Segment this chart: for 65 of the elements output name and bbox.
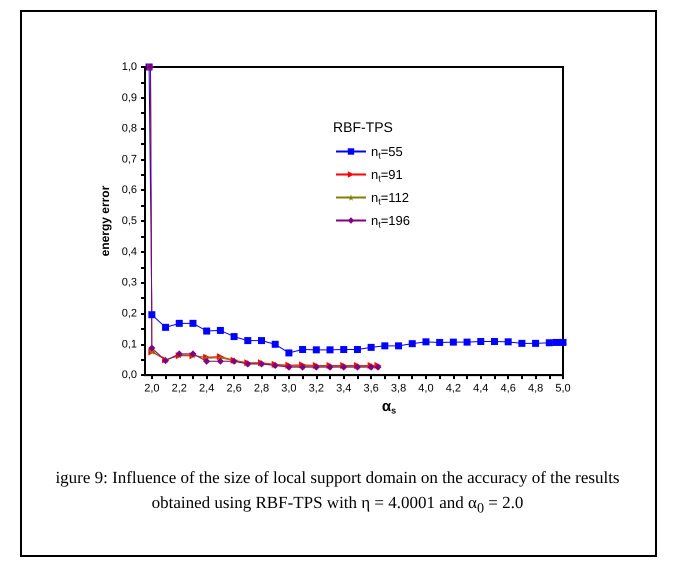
x-tick-label: 2,6 [226,382,242,395]
point [560,338,566,346]
x-tick-label: 3,6 [363,382,379,395]
point [368,344,375,351]
x-tick-label: 3,8 [390,382,406,395]
point [436,338,444,346]
point [230,333,238,340]
y-tick-label: 0,4 [122,246,137,258]
point [216,358,224,365]
text: igure 9: Influence of the size of local support domain on the accuracy of the results obtained using RBF-TPS with η = 4.0001 and α$_{0}$ = 2.0 [54,467,621,518]
point [518,340,526,347]
x-tick-label: 5,0 [555,382,571,395]
point [203,328,210,335]
point [148,311,156,318]
point [189,320,196,327]
point [272,340,279,348]
x-tick-label: 4,2 [446,382,462,395]
x-tick-label: 3,4 [336,382,352,395]
point [258,337,265,344]
y-tick-label: 0,1 [122,338,137,350]
x-tick-label: 2,4 [199,382,214,395]
x-tick-label: 4,8 [528,382,544,395]
y-axis-title: energy error [98,185,112,256]
y-tick-label: 0,8 [122,122,137,135]
point [148,344,156,352]
point [552,338,560,346]
y-tick-label: 0,9 [122,92,137,104]
point [216,326,224,334]
point [490,338,498,346]
x-tick-label: 4,6 [500,382,516,395]
legend-title: RBF-TPS [333,119,393,135]
point [244,337,252,344]
y-tick-label: 0,0 [122,369,137,382]
point [203,358,210,365]
point [504,338,512,346]
point [477,338,484,346]
y-tick-label: 0,7 [122,153,137,166]
point [340,346,348,354]
point [408,340,416,348]
x-tick-label: 3,2 [308,382,324,395]
y-tick-label: 1,0 [122,61,137,73]
x-tick-label: 2,0 [144,382,160,395]
point [450,338,457,346]
x-tick-label: 2,8 [254,382,270,395]
y-tick-label: 0,6 [122,184,137,196]
point [532,340,540,347]
point [299,346,306,354]
y-tick-label: 0,2 [122,307,137,320]
point [395,342,402,350]
x-tick-label: 4,4 [473,382,488,395]
y-tick-label: 0,3 [122,276,137,289]
x-tick-label: 3,0 [281,382,297,395]
point [162,324,170,331]
point [326,346,334,354]
point [464,338,471,346]
point [312,346,320,354]
point [381,342,388,350]
point [176,320,183,327]
point [546,339,553,346]
y-tick-label: 0,5 [122,215,137,228]
x-tick-label: 2,2 [172,382,187,395]
point [422,338,430,346]
point [354,346,361,354]
point [285,349,292,356]
x-tick-label: 4,0 [418,382,434,395]
